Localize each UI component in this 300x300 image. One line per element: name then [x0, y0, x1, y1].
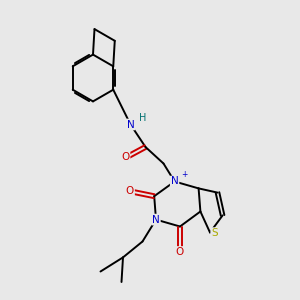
Text: S: S	[211, 228, 218, 238]
Text: O: O	[126, 185, 134, 196]
Text: H: H	[140, 113, 147, 123]
Text: N: N	[171, 176, 178, 187]
Text: O: O	[121, 152, 130, 163]
Text: N: N	[127, 119, 134, 130]
Text: O: O	[176, 247, 184, 257]
Text: N: N	[152, 214, 160, 225]
Text: +: +	[181, 170, 188, 179]
